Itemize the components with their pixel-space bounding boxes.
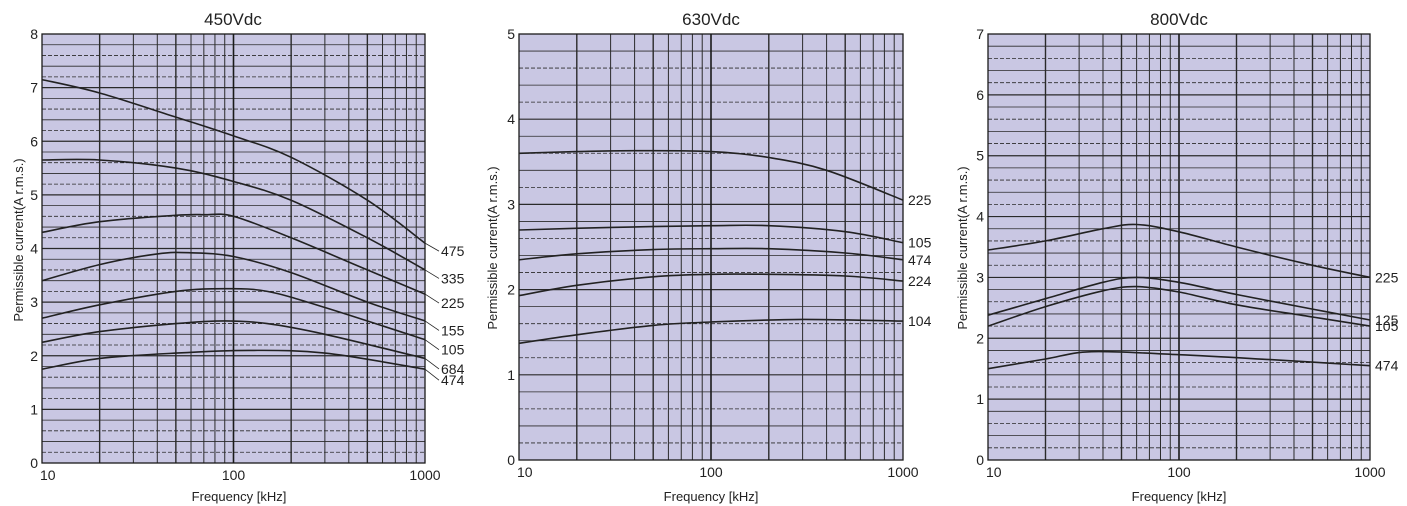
y-tick-label: 2: [976, 330, 984, 346]
series-label: 104: [908, 313, 932, 329]
y-tick-label: 1: [507, 367, 515, 383]
x-tick-label: 100: [699, 464, 723, 480]
y-axis-label: Permissible current(A r.m.s.): [11, 158, 26, 321]
y-tick-label: 6: [30, 133, 38, 149]
series-label: 105: [908, 235, 932, 251]
x-axis-label: Frequency [kHz]: [664, 489, 759, 504]
series-line-684: [41, 320, 426, 360]
y-axis-label: Permissible current(A r.m.s.): [485, 166, 500, 329]
series-leader: [424, 320, 440, 331]
x-tick-label: 100: [222, 467, 246, 483]
series-line-105: [518, 224, 904, 244]
series-label: 105: [441, 342, 465, 358]
grid: [519, 34, 903, 460]
chart-title: 630Vdc: [682, 10, 740, 29]
series-label: 474: [908, 252, 932, 268]
y-tick-label: 4: [976, 209, 984, 225]
x-tick-label: 10: [986, 464, 1002, 480]
y-tick-label: 0: [30, 455, 38, 471]
series-line-225: [41, 213, 426, 295]
y-tick-label: 0: [507, 452, 515, 468]
series-line-125: [987, 276, 1371, 321]
x-tick-label: 10: [517, 464, 533, 480]
series-leader: [424, 269, 440, 279]
chart-title: 450Vdc: [204, 10, 262, 29]
series-label: 474: [1375, 358, 1399, 374]
series-label: 125: [1375, 312, 1399, 328]
chart-800vdc: 800Vdc Frequency [kHz] Permissible curre…: [955, 10, 1399, 504]
series-leader: [424, 339, 440, 350]
series-label: 225: [441, 295, 465, 311]
y-tick-label: 3: [976, 269, 984, 285]
series-line-155: [41, 251, 426, 322]
chart-450vdc: 450Vdc Frequency [kHz] Permissible curre…: [11, 10, 465, 504]
series-line-474: [41, 349, 426, 370]
x-axis-label: Frequency [kHz]: [1132, 489, 1227, 504]
series-label: 684: [441, 361, 465, 377]
series-leader: [424, 368, 440, 381]
x-axis-label: Frequency [kHz]: [192, 489, 287, 504]
series-label: 225: [1375, 269, 1399, 285]
series-line-335: [41, 158, 426, 271]
y-tick-label: 2: [507, 282, 515, 298]
plot-frame: [518, 33, 904, 461]
x-tick-label: 100: [1167, 464, 1191, 480]
x-tick-label: 1000: [409, 467, 440, 483]
chart-630vdc: 630Vdc Frequency [kHz] Permissible curre…: [485, 10, 932, 504]
y-tick-label: 6: [976, 87, 984, 103]
y-tick-label: 8: [30, 26, 38, 42]
series-line-105: [987, 285, 1371, 327]
y-tick-label: 5: [30, 187, 38, 203]
series-line-474: [518, 247, 904, 261]
y-tick-label: 3: [507, 196, 515, 212]
series-line-104: [518, 318, 904, 345]
x-tick-label: 10: [40, 467, 56, 483]
series-leader: [424, 293, 440, 304]
y-tick-label: 1: [30, 401, 38, 417]
series-label: 474: [441, 372, 465, 388]
series-label: 225: [908, 192, 932, 208]
series-line-224: [518, 273, 904, 297]
series-label: 475: [441, 243, 465, 259]
series-line-475: [41, 78, 426, 244]
series-line-225: [518, 149, 904, 201]
series-label: 224: [908, 273, 932, 289]
x-tick-label: 1000: [1354, 464, 1385, 480]
y-tick-label: 7: [976, 26, 984, 42]
plot-frame: [41, 33, 426, 464]
series-line-105: [41, 287, 426, 341]
grid: [42, 34, 425, 463]
y-axis-label: Permissible current(A r.m.s.): [955, 166, 970, 329]
series-line-225: [987, 223, 1371, 279]
series-line-474: [987, 350, 1371, 370]
y-tick-label: 3: [30, 294, 38, 310]
plot-frame: [987, 33, 1371, 461]
series-label: 155: [441, 322, 465, 338]
chart-title: 800Vdc: [1150, 10, 1208, 29]
y-tick-label: 5: [976, 148, 984, 164]
y-tick-label: 5: [507, 26, 515, 42]
y-tick-label: 7: [30, 80, 38, 96]
series-leader: [424, 358, 440, 370]
y-tick-label: 4: [30, 241, 38, 257]
grid: [988, 34, 1370, 460]
series-label: 335: [441, 270, 465, 286]
y-tick-label: 1: [976, 391, 984, 407]
y-tick-label: 2: [30, 348, 38, 364]
y-tick-label: 0: [976, 452, 984, 468]
x-tick-label: 1000: [887, 464, 918, 480]
series-leader: [424, 242, 440, 252]
series-label: 105: [1375, 318, 1399, 334]
y-tick-label: 4: [507, 111, 515, 127]
